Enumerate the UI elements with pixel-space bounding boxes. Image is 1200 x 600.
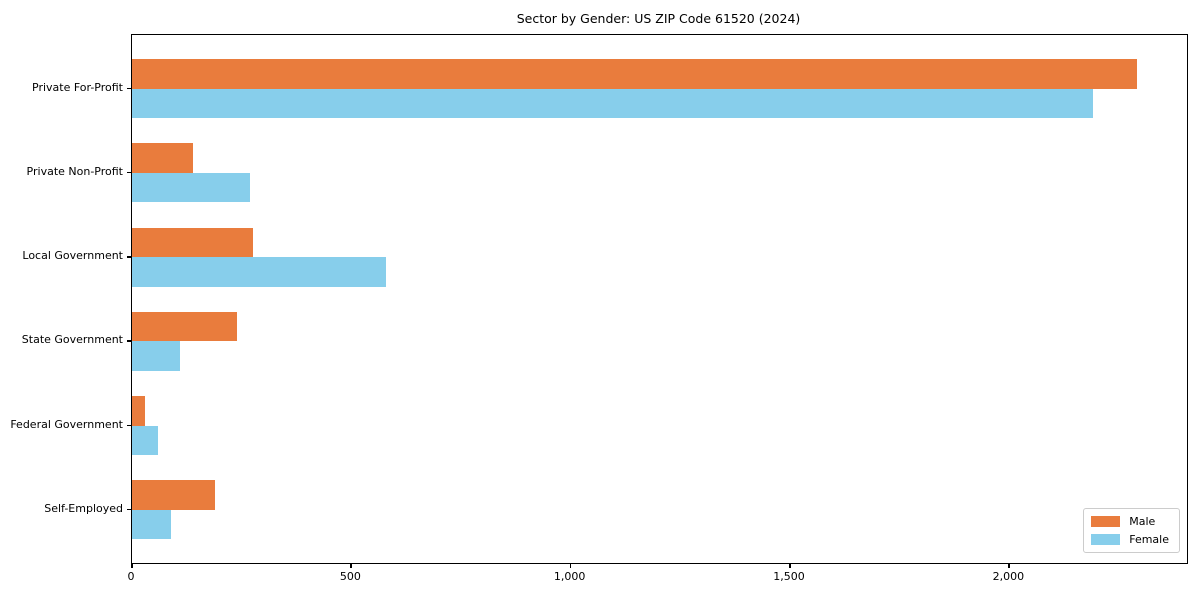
y-tick — [127, 87, 131, 89]
x-tick-label: 1,500 — [773, 570, 805, 583]
plot-area: Male Female — [131, 34, 1188, 564]
y-tick-label: State Government — [21, 333, 123, 347]
x-tick — [569, 563, 572, 568]
bar-male-state-government — [132, 311, 238, 342]
y-tick-label: Self-Employed — [44, 501, 123, 515]
y-tick-label: Federal Government — [10, 417, 123, 431]
bar-female-federal-government — [132, 425, 159, 455]
y-tick-label: Local Government — [22, 249, 123, 262]
legend-item-male: Male — [1091, 515, 1169, 528]
x-tick-label: 500 — [339, 570, 361, 583]
legend-label-female: Female — [1129, 533, 1169, 546]
legend-item-female: Female — [1091, 533, 1169, 546]
bar-female-private-for-profit — [132, 88, 1093, 118]
bar-male-self-employed — [132, 480, 216, 510]
bar-female-self-employed — [132, 509, 172, 540]
x-tick-label: 2,000 — [992, 570, 1025, 583]
chart-title: Sector by Gender: US ZIP Code 61520 (202… — [516, 11, 801, 26]
bar-male-private-non-profit — [132, 143, 194, 173]
x-tick — [131, 563, 133, 568]
y-tick — [127, 508, 131, 511]
x-tick — [350, 563, 352, 568]
x-tick-label: 1,000 — [553, 570, 586, 583]
legend: Male Female — [1083, 508, 1180, 553]
y-tick-label: Private Non-Profit — [26, 164, 123, 178]
y-tick — [127, 256, 131, 258]
bar-female-local-government — [132, 257, 387, 287]
y-tick — [127, 424, 131, 426]
x-tick — [1008, 563, 1010, 568]
y-tick — [127, 171, 131, 174]
female-swatch — [1091, 534, 1121, 545]
bar-female-state-government — [132, 341, 181, 371]
bar-male-local-government — [132, 227, 253, 257]
legend-label-male: Male — [1129, 515, 1156, 528]
y-tick — [127, 340, 131, 342]
male-swatch — [1091, 516, 1121, 527]
x-tick — [789, 563, 791, 568]
bar-female-private-non-profit — [132, 172, 251, 203]
x-tick-label: 0 — [127, 570, 135, 583]
y-tick-label: Private For-Profit — [32, 80, 123, 94]
bar-male-federal-government — [132, 396, 146, 426]
bar-male-private-for-profit — [132, 59, 1137, 89]
